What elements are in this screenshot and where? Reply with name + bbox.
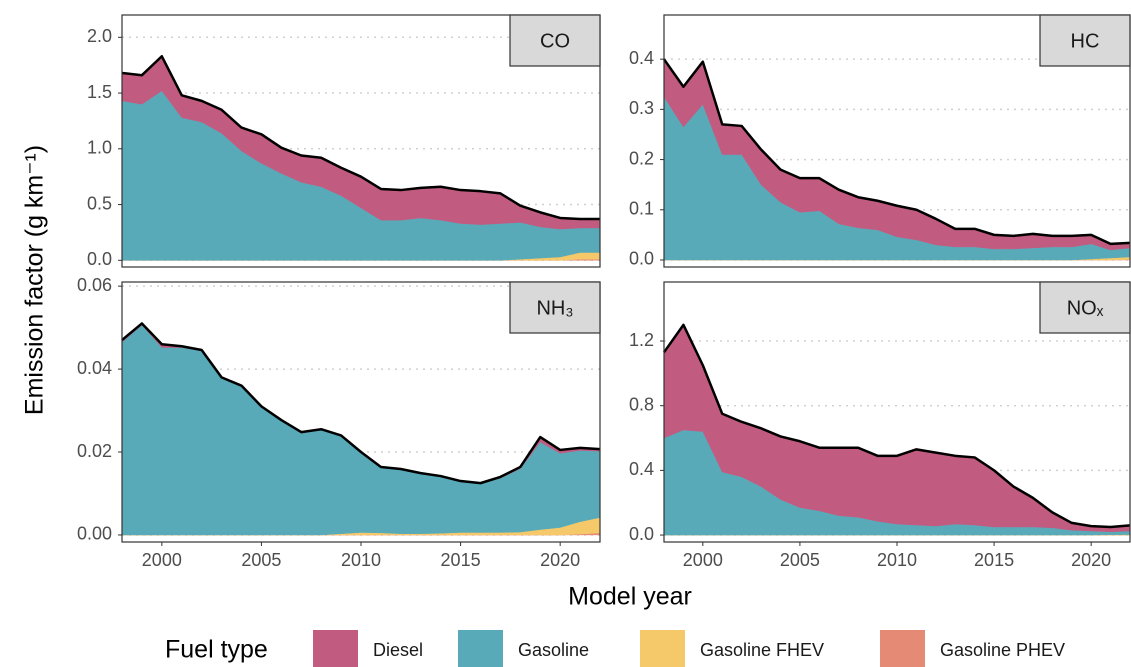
y-tick-label: 0.2 bbox=[629, 148, 654, 168]
x-axis-title: Model year bbox=[568, 583, 692, 611]
total-line bbox=[662, 58, 1131, 246]
panel-border bbox=[121, 281, 601, 543]
legend-label: Gasoline PHEV bbox=[940, 640, 1065, 660]
x-tick-label: 2005 bbox=[241, 550, 281, 570]
y-tick-label: 0.02 bbox=[77, 441, 112, 461]
legend-label: Gasoline bbox=[518, 640, 589, 660]
y-tick-label: 0.00 bbox=[77, 524, 112, 544]
y-tick-label: 1.0 bbox=[87, 138, 112, 158]
panel-border bbox=[663, 281, 1131, 543]
strip-label: HC bbox=[1071, 30, 1100, 52]
y-tick-label: 0.5 bbox=[87, 193, 112, 213]
panel-border bbox=[121, 14, 601, 268]
y-tick-label: 0.1 bbox=[629, 199, 654, 219]
total-line bbox=[121, 322, 601, 485]
y-tick-label: 0.4 bbox=[629, 48, 654, 68]
area bbox=[121, 324, 601, 536]
panel-border bbox=[663, 14, 1131, 268]
y-tick-label: 0.0 bbox=[629, 524, 654, 544]
strip bbox=[509, 281, 601, 334]
total-line bbox=[662, 323, 1131, 529]
legend-label: Gasoline FHEV bbox=[700, 640, 824, 660]
y-tick-label: 0.0 bbox=[629, 249, 654, 269]
y-tick-label: 1.5 bbox=[87, 82, 112, 102]
total-line bbox=[121, 55, 600, 221]
x-tick-label: 2000 bbox=[142, 550, 182, 570]
y-tick-label: 2.0 bbox=[87, 26, 112, 46]
legend-swatch bbox=[313, 630, 358, 667]
legend-swatch bbox=[458, 630, 503, 667]
strip bbox=[509, 14, 601, 67]
y-tick-label: 0.3 bbox=[629, 98, 654, 118]
x-tick-label: 2000 bbox=[683, 550, 723, 570]
x-tick-label: 2010 bbox=[877, 550, 917, 570]
legend-label: Diesel bbox=[373, 640, 423, 660]
strip-label: NH₃ bbox=[536, 297, 573, 319]
x-tick-label: 2015 bbox=[441, 550, 481, 570]
strip bbox=[1039, 14, 1131, 67]
strip-label: NOₓ bbox=[1067, 297, 1104, 319]
y-tick-label: 0.04 bbox=[77, 358, 112, 378]
y-tick-label: 0.4 bbox=[629, 459, 654, 479]
legend-swatch bbox=[640, 630, 685, 667]
strip bbox=[1039, 281, 1131, 334]
y-axis-title: Emission factor (g km⁻¹) bbox=[21, 145, 49, 415]
x-tick-label: 2015 bbox=[974, 550, 1014, 570]
legend-swatch bbox=[880, 630, 925, 667]
x-tick-label: 2020 bbox=[540, 550, 580, 570]
legend-title: Fuel type bbox=[165, 636, 268, 664]
x-tick-label: 2010 bbox=[341, 550, 381, 570]
x-tick-label: 2020 bbox=[1071, 550, 1111, 570]
y-tick-label: 0.0 bbox=[87, 249, 112, 269]
y-tick-label: 0.06 bbox=[77, 275, 112, 295]
y-tick-label: 0.8 bbox=[629, 394, 654, 414]
y-tick-label: 1.2 bbox=[629, 330, 654, 350]
strip-label: CO bbox=[540, 30, 570, 52]
x-tick-label: 2005 bbox=[780, 550, 820, 570]
